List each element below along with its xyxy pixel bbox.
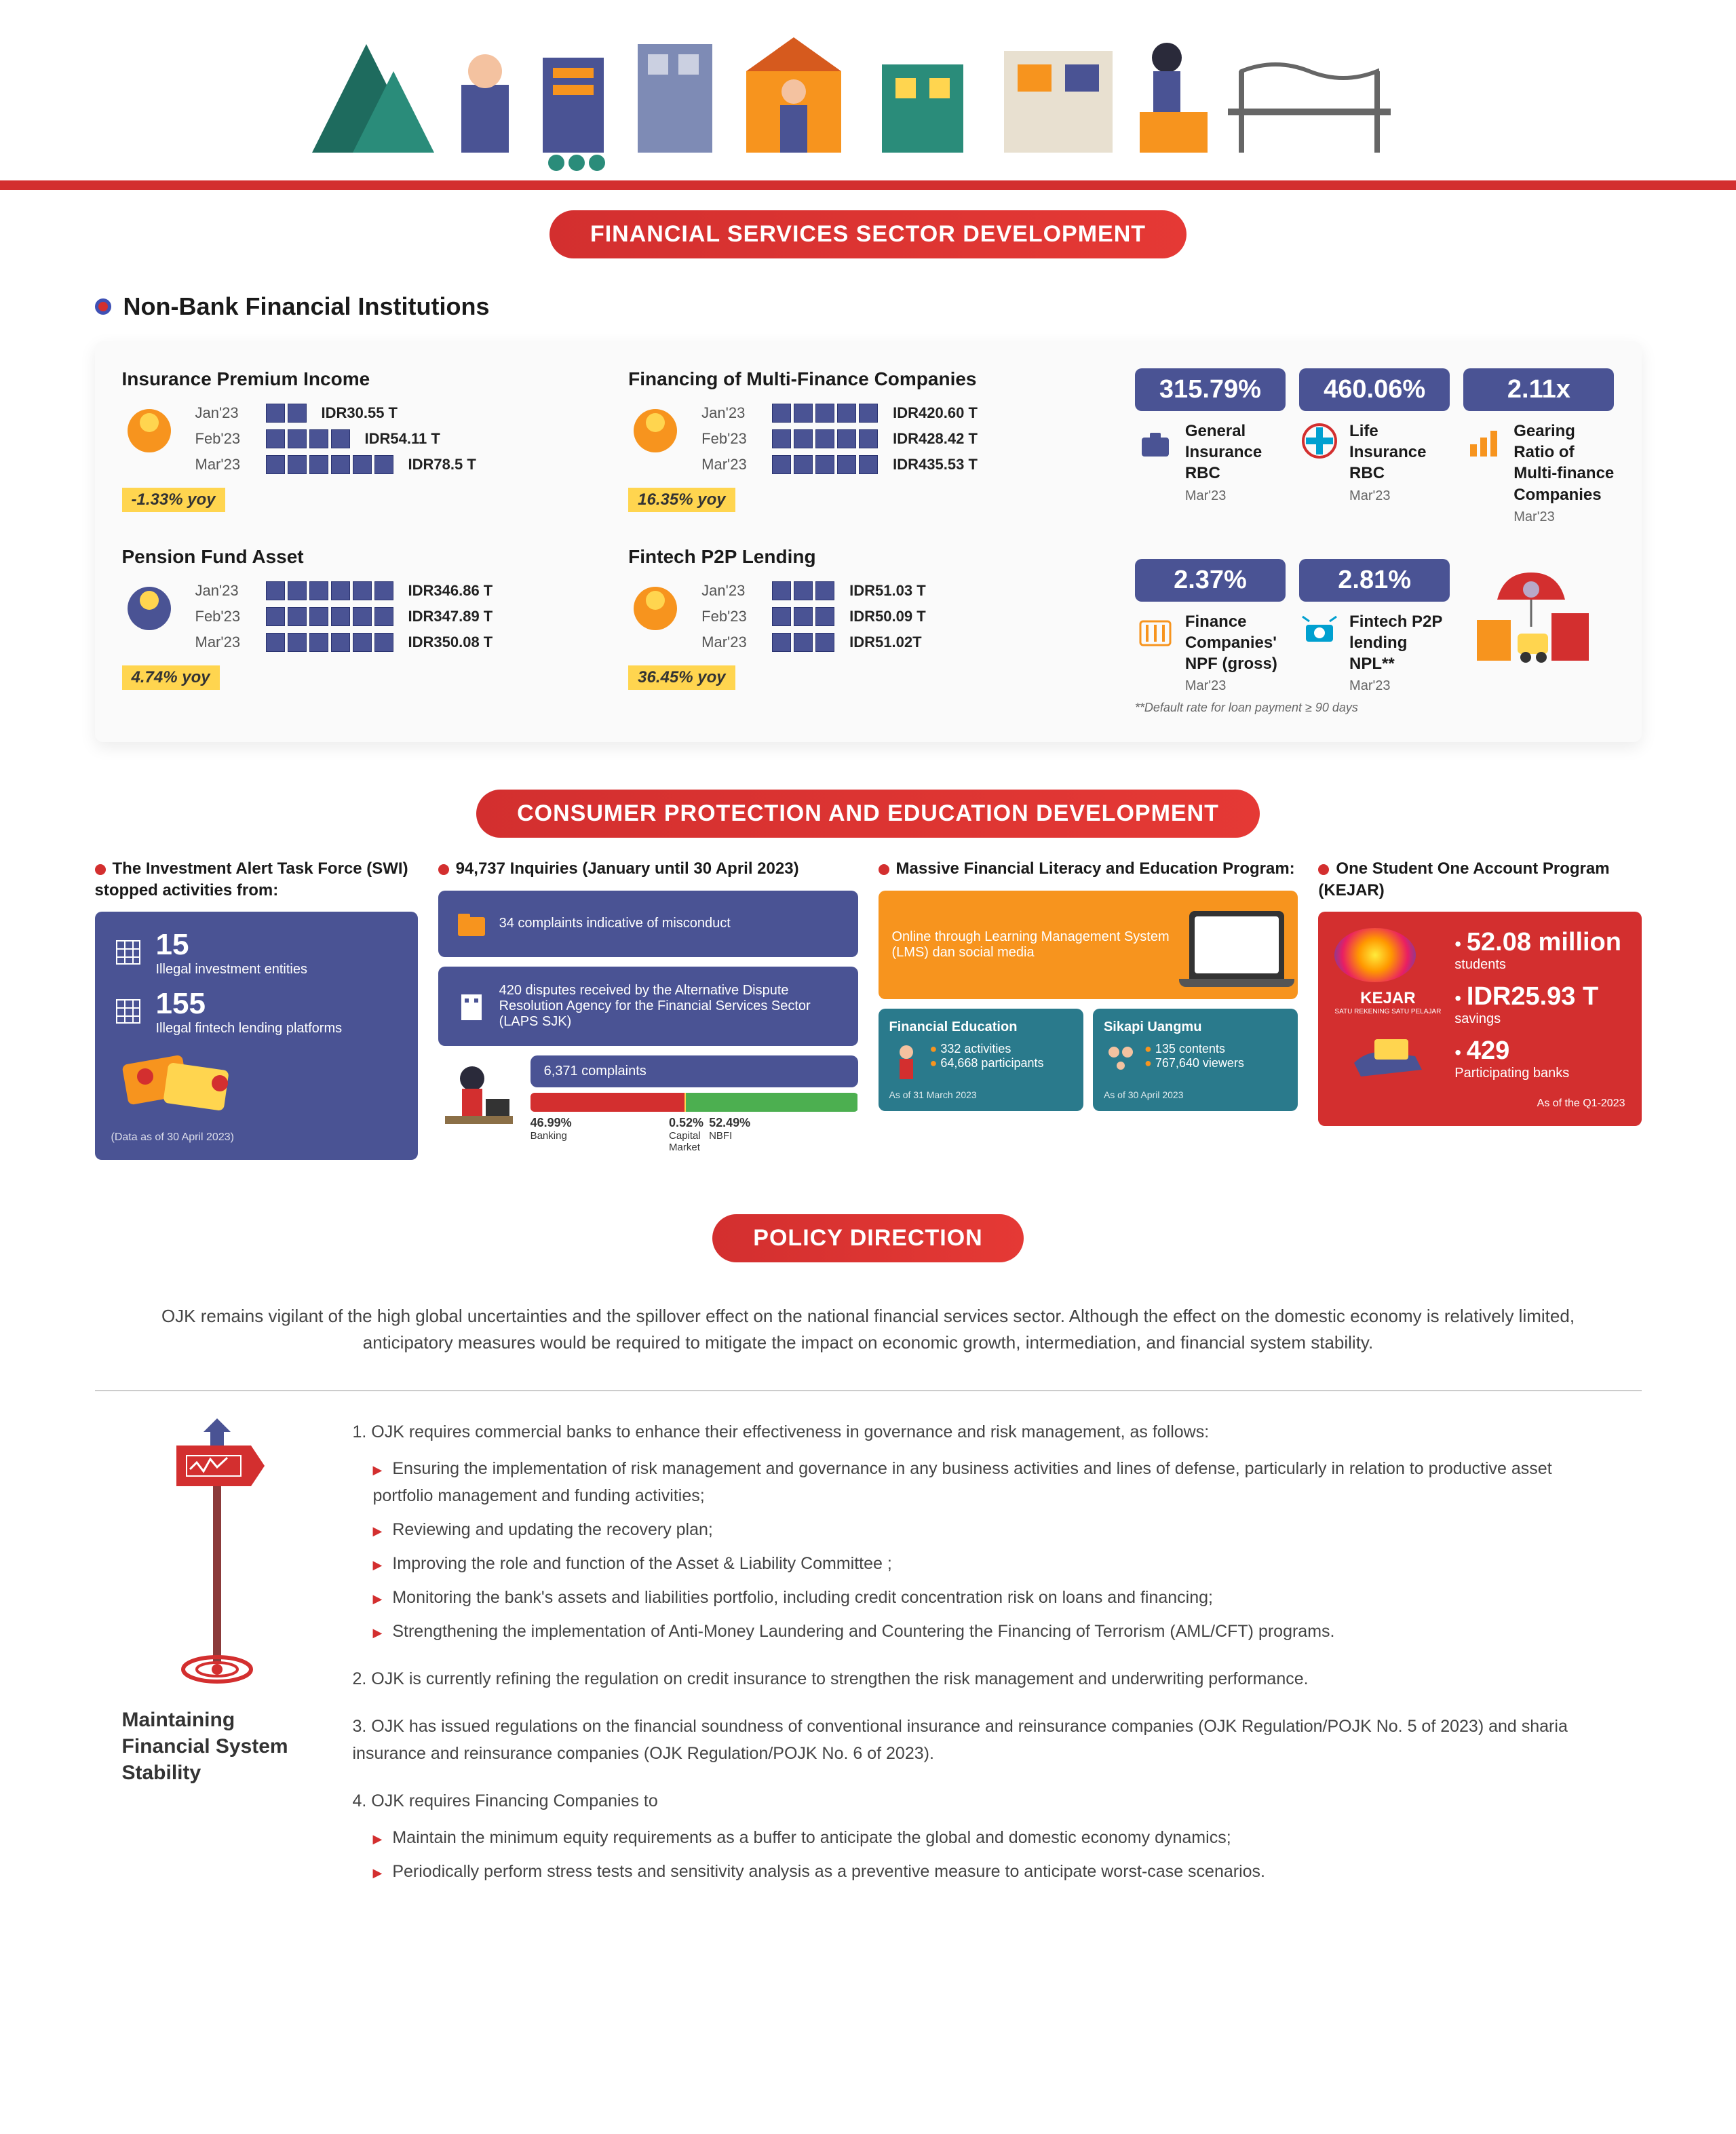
chart-block: Insurance Premium Income Jan'23IDR30.55 … [122, 368, 602, 512]
chart-icon [628, 581, 682, 636]
stat-card: 460.06% Life Insurance RBCMar'23 [1299, 368, 1450, 525]
stat-card: 2.81% Fintech P2P lending NPL**Mar'23 [1299, 559, 1450, 695]
stat-icon [1135, 421, 1176, 461]
chart-block: Pension Fund Asset Jan'23IDR346.86 TFeb'… [122, 546, 602, 690]
policy-item: 4. OJK requires Financing Companies toMa… [353, 1787, 1615, 1885]
complaint-bar [531, 1093, 858, 1112]
family-icon [1104, 1042, 1138, 1083]
chart-row: Jan'23IDR51.03 T [701, 581, 926, 600]
fin-edu-box: Financial Education 332 activities 64,66… [879, 1009, 1083, 1111]
policy-sub-item: Improving the role and function of the A… [373, 1550, 1615, 1577]
bullet-icon [95, 298, 111, 315]
chart-row: Feb'23IDR54.11 T [195, 429, 476, 448]
literacy-title: Massive Financial Literacy and Education… [896, 859, 1295, 878]
policy-item: 2. OJK is currently refining the regulat… [353, 1665, 1615, 1692]
policy-sub-item: Periodically perform stress tests and se… [373, 1858, 1615, 1885]
stat-icon [1135, 611, 1176, 652]
disputes-box: 420 disputes received by the Alternative… [438, 967, 858, 1046]
misconduct-text: 34 complaints indicative of misconduct [499, 916, 731, 931]
policy-left: Maintaining Financial System Stability [122, 1418, 312, 1905]
building-grid-icon [111, 935, 145, 969]
financial-banner: FINANCIAL SERVICES SECTOR DEVELOPMENT [549, 210, 1187, 258]
nbfi-footnote: **Default rate for loan payment ≥ 90 day… [1135, 701, 1615, 715]
kejar-title: One Student One Account Program (KEJAR) [1318, 859, 1609, 899]
policy-right: 1. OJK requires commercial banks to enha… [353, 1418, 1615, 1905]
chart-row: Jan'23IDR420.60 T [701, 404, 978, 423]
policy-sub-item: Strengthening the implementation of Anti… [373, 1618, 1615, 1645]
policy-sub-item: Maintain the minimum equity requirements… [373, 1824, 1615, 1851]
sikapi-box: Sikapi Uangmu 135 contents 767,640 viewe… [1093, 1009, 1298, 1111]
chart-row: Mar'23IDR350.08 T [195, 633, 493, 652]
policy-item: 1. OJK requires commercial banks to enha… [353, 1418, 1615, 1645]
swi-note: (Data as of 30 April 2023) [111, 1131, 402, 1144]
hero-section [0, 0, 1736, 190]
hand-icon [1347, 1029, 1429, 1083]
nbfi-title: Non-Bank Financial Institutions [95, 292, 1642, 321]
swi-column: The Investment Alert Task Force (SWI) st… [95, 858, 418, 1159]
nbfi-panel: Insurance Premium Income Jan'23IDR30.55 … [95, 341, 1642, 742]
misconduct-box: 34 complaints indicative of misconduct [438, 891, 858, 957]
person-desk-icon [438, 1058, 520, 1153]
consumer-banner: CONSUMER PROTECTION AND EDUCATION DEVELO… [476, 790, 1260, 838]
student-icon [889, 1042, 923, 1083]
swi-box: 15 Illegal investment entities 155 Illeg… [95, 912, 418, 1160]
policy-body: Maintaining Financial System Stability 1… [95, 1390, 1642, 1960]
consumer-grid: The Investment Alert Task Force (SWI) st… [95, 858, 1642, 1159]
stat-card: 315.79% General Insurance RBCMar'23 [1135, 368, 1286, 525]
policy-sub-item: Ensuring the implementation of risk mana… [373, 1455, 1615, 1509]
chart-block: Fintech P2P Lending Jan'23IDR51.03 TFeb'… [628, 546, 1108, 690]
chart-row: Feb'23IDR347.89 T [195, 607, 493, 626]
inquiries-column: 94,737 Inquiries (January until 30 April… [438, 858, 858, 1159]
chart-block: Financing of Multi-Finance Companies Jan… [628, 368, 1108, 512]
stat-icon [1463, 421, 1504, 461]
hero-illustration [258, 17, 1479, 180]
chart-icon [628, 404, 682, 458]
complaints-total: 6,371 complaints [531, 1055, 858, 1087]
kejar-box: KEJAR SATU REKENING SATU PELAJAR 52.08 m… [1318, 912, 1641, 1126]
stat-card: 2.11x Gearing Ratio of Multi-finance Com… [1463, 368, 1614, 525]
kejar-item: 429Participating banks [1454, 1036, 1625, 1081]
building-grid-icon [111, 994, 145, 1028]
kejar-column: One Student One Account Program (KEJAR) … [1318, 858, 1641, 1159]
chart-row: Mar'23IDR78.5 T [195, 455, 476, 474]
kejar-item: IDR25.93 Tsavings [1454, 982, 1625, 1027]
lms-box: Online through Learning Management Syste… [879, 891, 1298, 999]
policy-sub-item: Reviewing and updating the recovery plan… [373, 1516, 1615, 1543]
kejar-logo [1334, 928, 1416, 982]
policy-sub-item: Monitoring the bank's assets and liabili… [373, 1584, 1615, 1611]
swi-item: 15 Illegal investment entities [111, 928, 402, 977]
chart-row: Jan'23IDR346.86 T [195, 581, 493, 600]
chart-icon [122, 581, 176, 636]
swi-title: The Investment Alert Task Force (SWI) st… [95, 859, 408, 899]
stat-card: 2.37% Finance Companies' NPF (gross)Mar'… [1135, 559, 1286, 695]
kejar-item: 52.08 millionstudents [1454, 928, 1625, 973]
swi-item: 155 Illegal fintech lending platforms [111, 987, 402, 1036]
laptop-icon [1189, 911, 1284, 979]
stat-icon [1299, 611, 1340, 652]
policy-item: 3. OJK has issued regulations on the fin… [353, 1713, 1615, 1767]
lms-text: Online through Learning Management Syste… [892, 929, 1176, 961]
nbfi-title-text: Non-Bank Financial Institutions [123, 292, 490, 321]
chart-row: Mar'23IDR51.02T [701, 633, 926, 652]
chart-row: Feb'23IDR50.09 T [701, 607, 926, 626]
policy-banner: POLICY DIRECTION [712, 1214, 1023, 1262]
credit-card-icon [111, 1046, 402, 1114]
complaint-labels: 46.99%Banking0.52%Capital Market52.49%NB… [531, 1116, 858, 1153]
chart-icon [122, 404, 176, 458]
stat-icon [1299, 421, 1340, 461]
building-icon [455, 989, 488, 1023]
chart-row: Feb'23IDR428.42 T [701, 429, 978, 448]
chart-row: Jan'23IDR30.55 T [195, 404, 476, 423]
policy-left-title: Maintaining Financial System Stability [122, 1707, 312, 1786]
inquiries-title: 94,737 Inquiries (January until 30 April… [456, 859, 799, 878]
signpost-icon [163, 1418, 271, 1690]
policy-intro: OJK remains vigilant of the high global … [122, 1303, 1615, 1356]
city-umbrella-icon [1463, 559, 1599, 667]
literacy-column: Massive Financial Literacy and Education… [879, 858, 1298, 1159]
chart-row: Mar'23IDR435.53 T [701, 455, 978, 474]
disputes-text: 420 disputes received by the Alternative… [499, 983, 842, 1030]
folder-icon [455, 907, 488, 941]
